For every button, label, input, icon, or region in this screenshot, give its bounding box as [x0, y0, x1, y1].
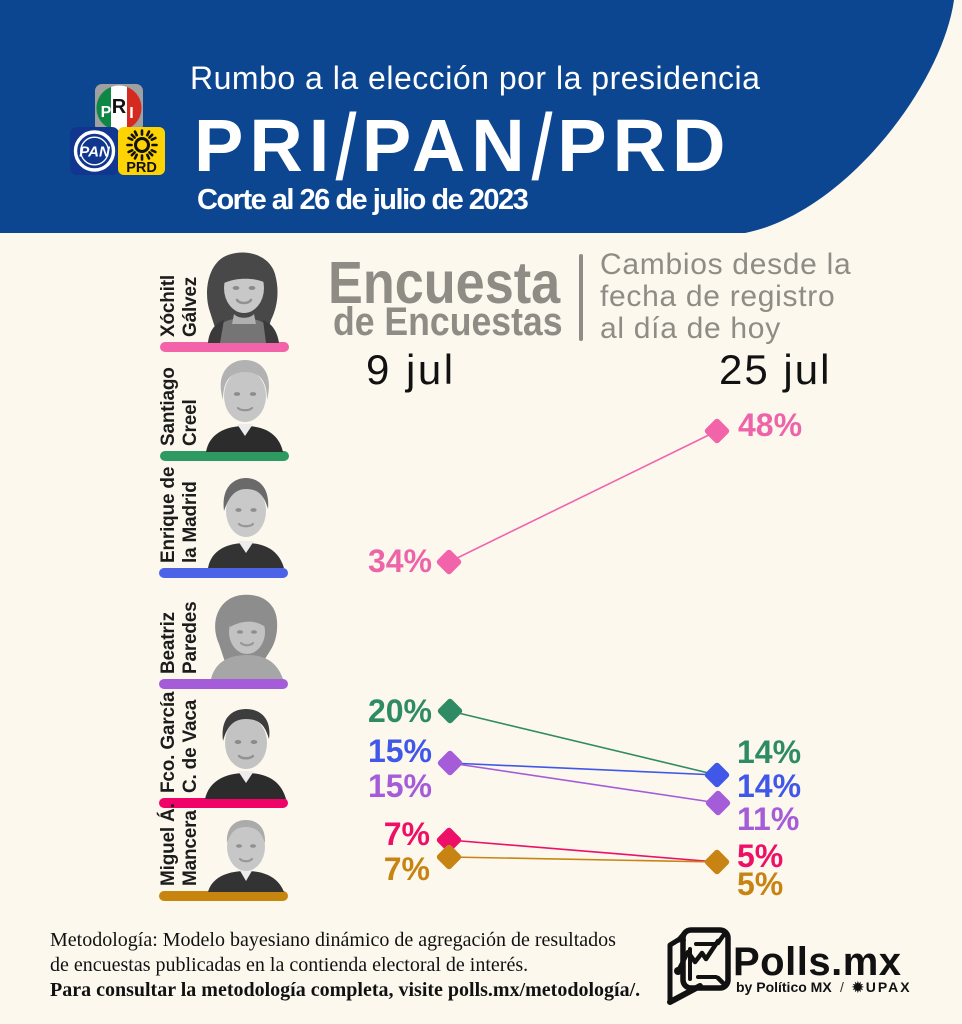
- svg-text:PRD: PRD: [126, 160, 157, 175]
- svg-text:Polls.mx: Polls.mx: [733, 940, 902, 984]
- svg-text:PAN: PAN: [79, 144, 111, 161]
- svg-text:R: R: [112, 96, 127, 118]
- svg-text:by Político MX: by Político MX: [736, 979, 832, 995]
- svg-text:I: I: [129, 105, 133, 122]
- svg-text:P: P: [101, 104, 112, 121]
- svg-text:/: /: [840, 979, 844, 995]
- svg-text:✹UPAX: ✹UPAX: [851, 979, 912, 995]
